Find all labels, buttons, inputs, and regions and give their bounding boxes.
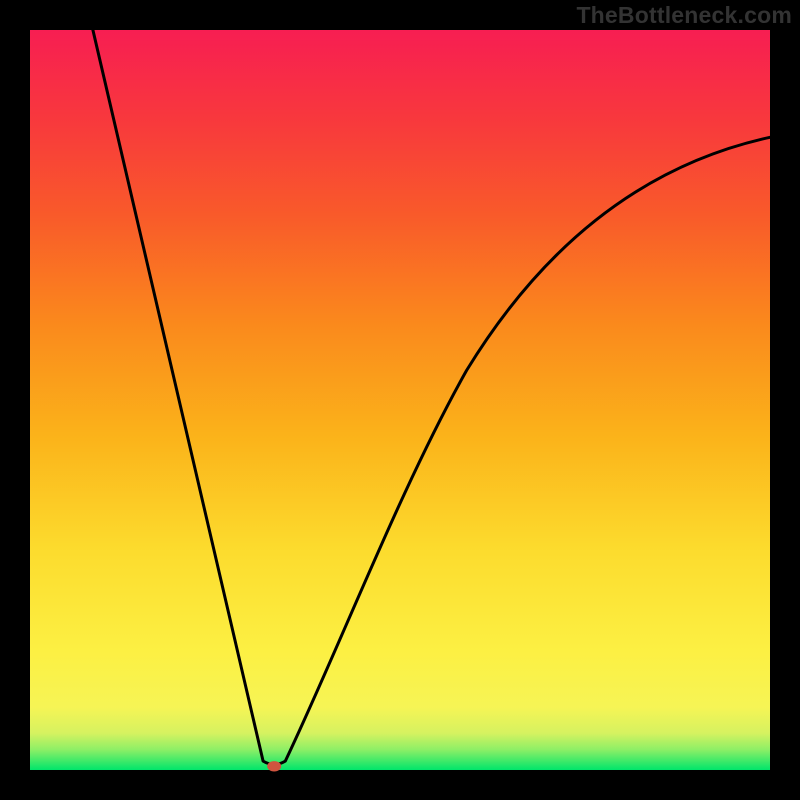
optimal-point-marker <box>267 761 281 771</box>
plot-background <box>30 30 770 770</box>
watermark-label: TheBottleneck.com <box>576 2 792 29</box>
bottleneck-chart: TheBottleneck.com <box>0 0 800 800</box>
chart-svg <box>0 0 800 800</box>
